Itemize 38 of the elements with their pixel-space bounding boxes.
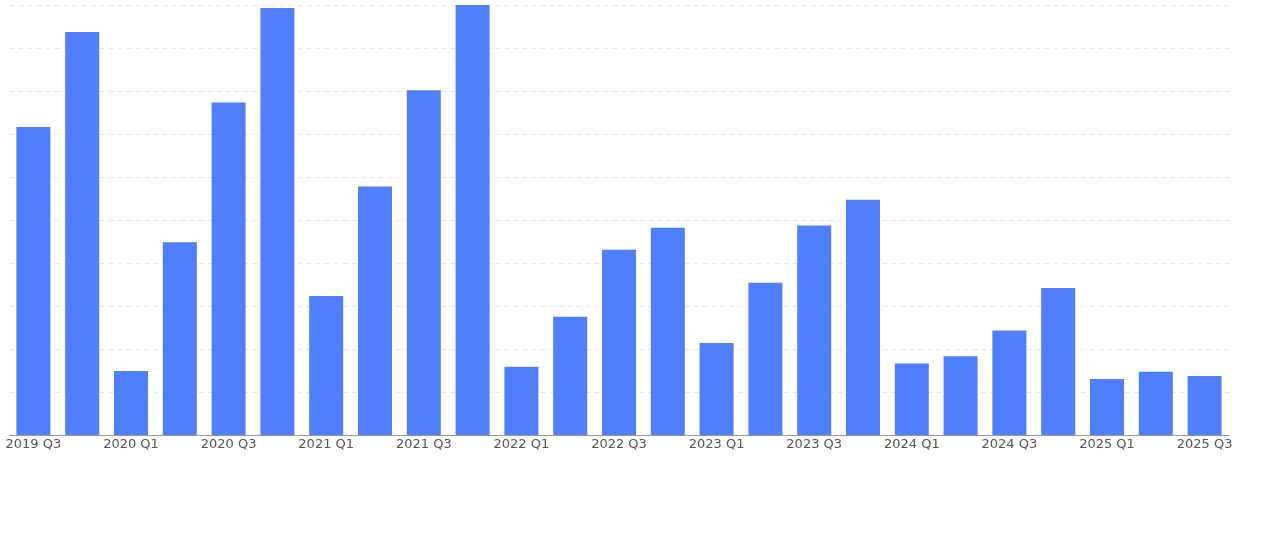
bar — [162, 242, 197, 435]
bar — [602, 249, 636, 435]
x-tick-label: 2022 Q1 — [493, 435, 550, 451]
bar — [406, 90, 441, 435]
bar — [699, 342, 734, 435]
x-tick-label: 2020 Q3 — [200, 435, 257, 451]
x-tick-label: 2024 Q1 — [883, 435, 940, 451]
bar — [1187, 376, 1222, 435]
bar — [992, 330, 1027, 435]
bar — [1090, 379, 1124, 435]
bar — [846, 199, 880, 435]
x-tick-label: 2021 Q3 — [395, 435, 452, 451]
bar — [65, 32, 100, 435]
bar — [1138, 371, 1173, 435]
bar — [504, 366, 539, 435]
x-tick-label: 2023 Q1 — [688, 435, 745, 451]
bar — [797, 225, 832, 435]
x-tick-label: 2020 Q1 — [103, 435, 159, 451]
x-tick-label: 2021 Q1 — [298, 435, 355, 451]
x-tick-label: 2025 Q3 — [1176, 435, 1233, 451]
bar — [455, 5, 490, 435]
bar — [114, 370, 148, 435]
x-tick-label: 2022 Q3 — [591, 435, 647, 451]
bar — [894, 363, 929, 435]
bar — [553, 316, 588, 435]
bar — [748, 282, 783, 435]
bar — [1041, 287, 1076, 435]
bar — [260, 8, 295, 435]
bar — [358, 186, 392, 435]
bar — [309, 296, 344, 435]
bar — [16, 127, 51, 435]
bar — [943, 356, 978, 435]
x-tick-label: 2023 Q3 — [786, 435, 843, 451]
x-tick-label: 2025 Q1 — [1079, 435, 1135, 451]
bar — [650, 227, 685, 435]
x-tick-label: 2024 Q3 — [981, 435, 1038, 451]
bar — [211, 102, 246, 435]
x-tick-label: 2019 Q3 — [5, 435, 62, 451]
